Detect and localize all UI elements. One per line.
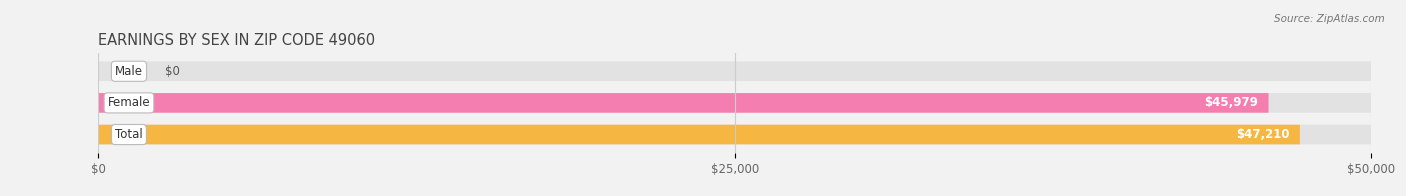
FancyBboxPatch shape bbox=[98, 62, 1371, 81]
FancyBboxPatch shape bbox=[98, 125, 1371, 144]
FancyBboxPatch shape bbox=[98, 93, 1268, 113]
Text: Male: Male bbox=[115, 65, 143, 78]
FancyBboxPatch shape bbox=[98, 125, 1301, 144]
Text: EARNINGS BY SEX IN ZIP CODE 49060: EARNINGS BY SEX IN ZIP CODE 49060 bbox=[98, 33, 375, 48]
Text: $45,979: $45,979 bbox=[1205, 96, 1258, 109]
Text: $0: $0 bbox=[165, 65, 180, 78]
FancyBboxPatch shape bbox=[98, 93, 1371, 113]
Text: $47,210: $47,210 bbox=[1236, 128, 1289, 141]
Text: Total: Total bbox=[115, 128, 143, 141]
Text: Female: Female bbox=[108, 96, 150, 109]
Text: Source: ZipAtlas.com: Source: ZipAtlas.com bbox=[1274, 14, 1385, 24]
